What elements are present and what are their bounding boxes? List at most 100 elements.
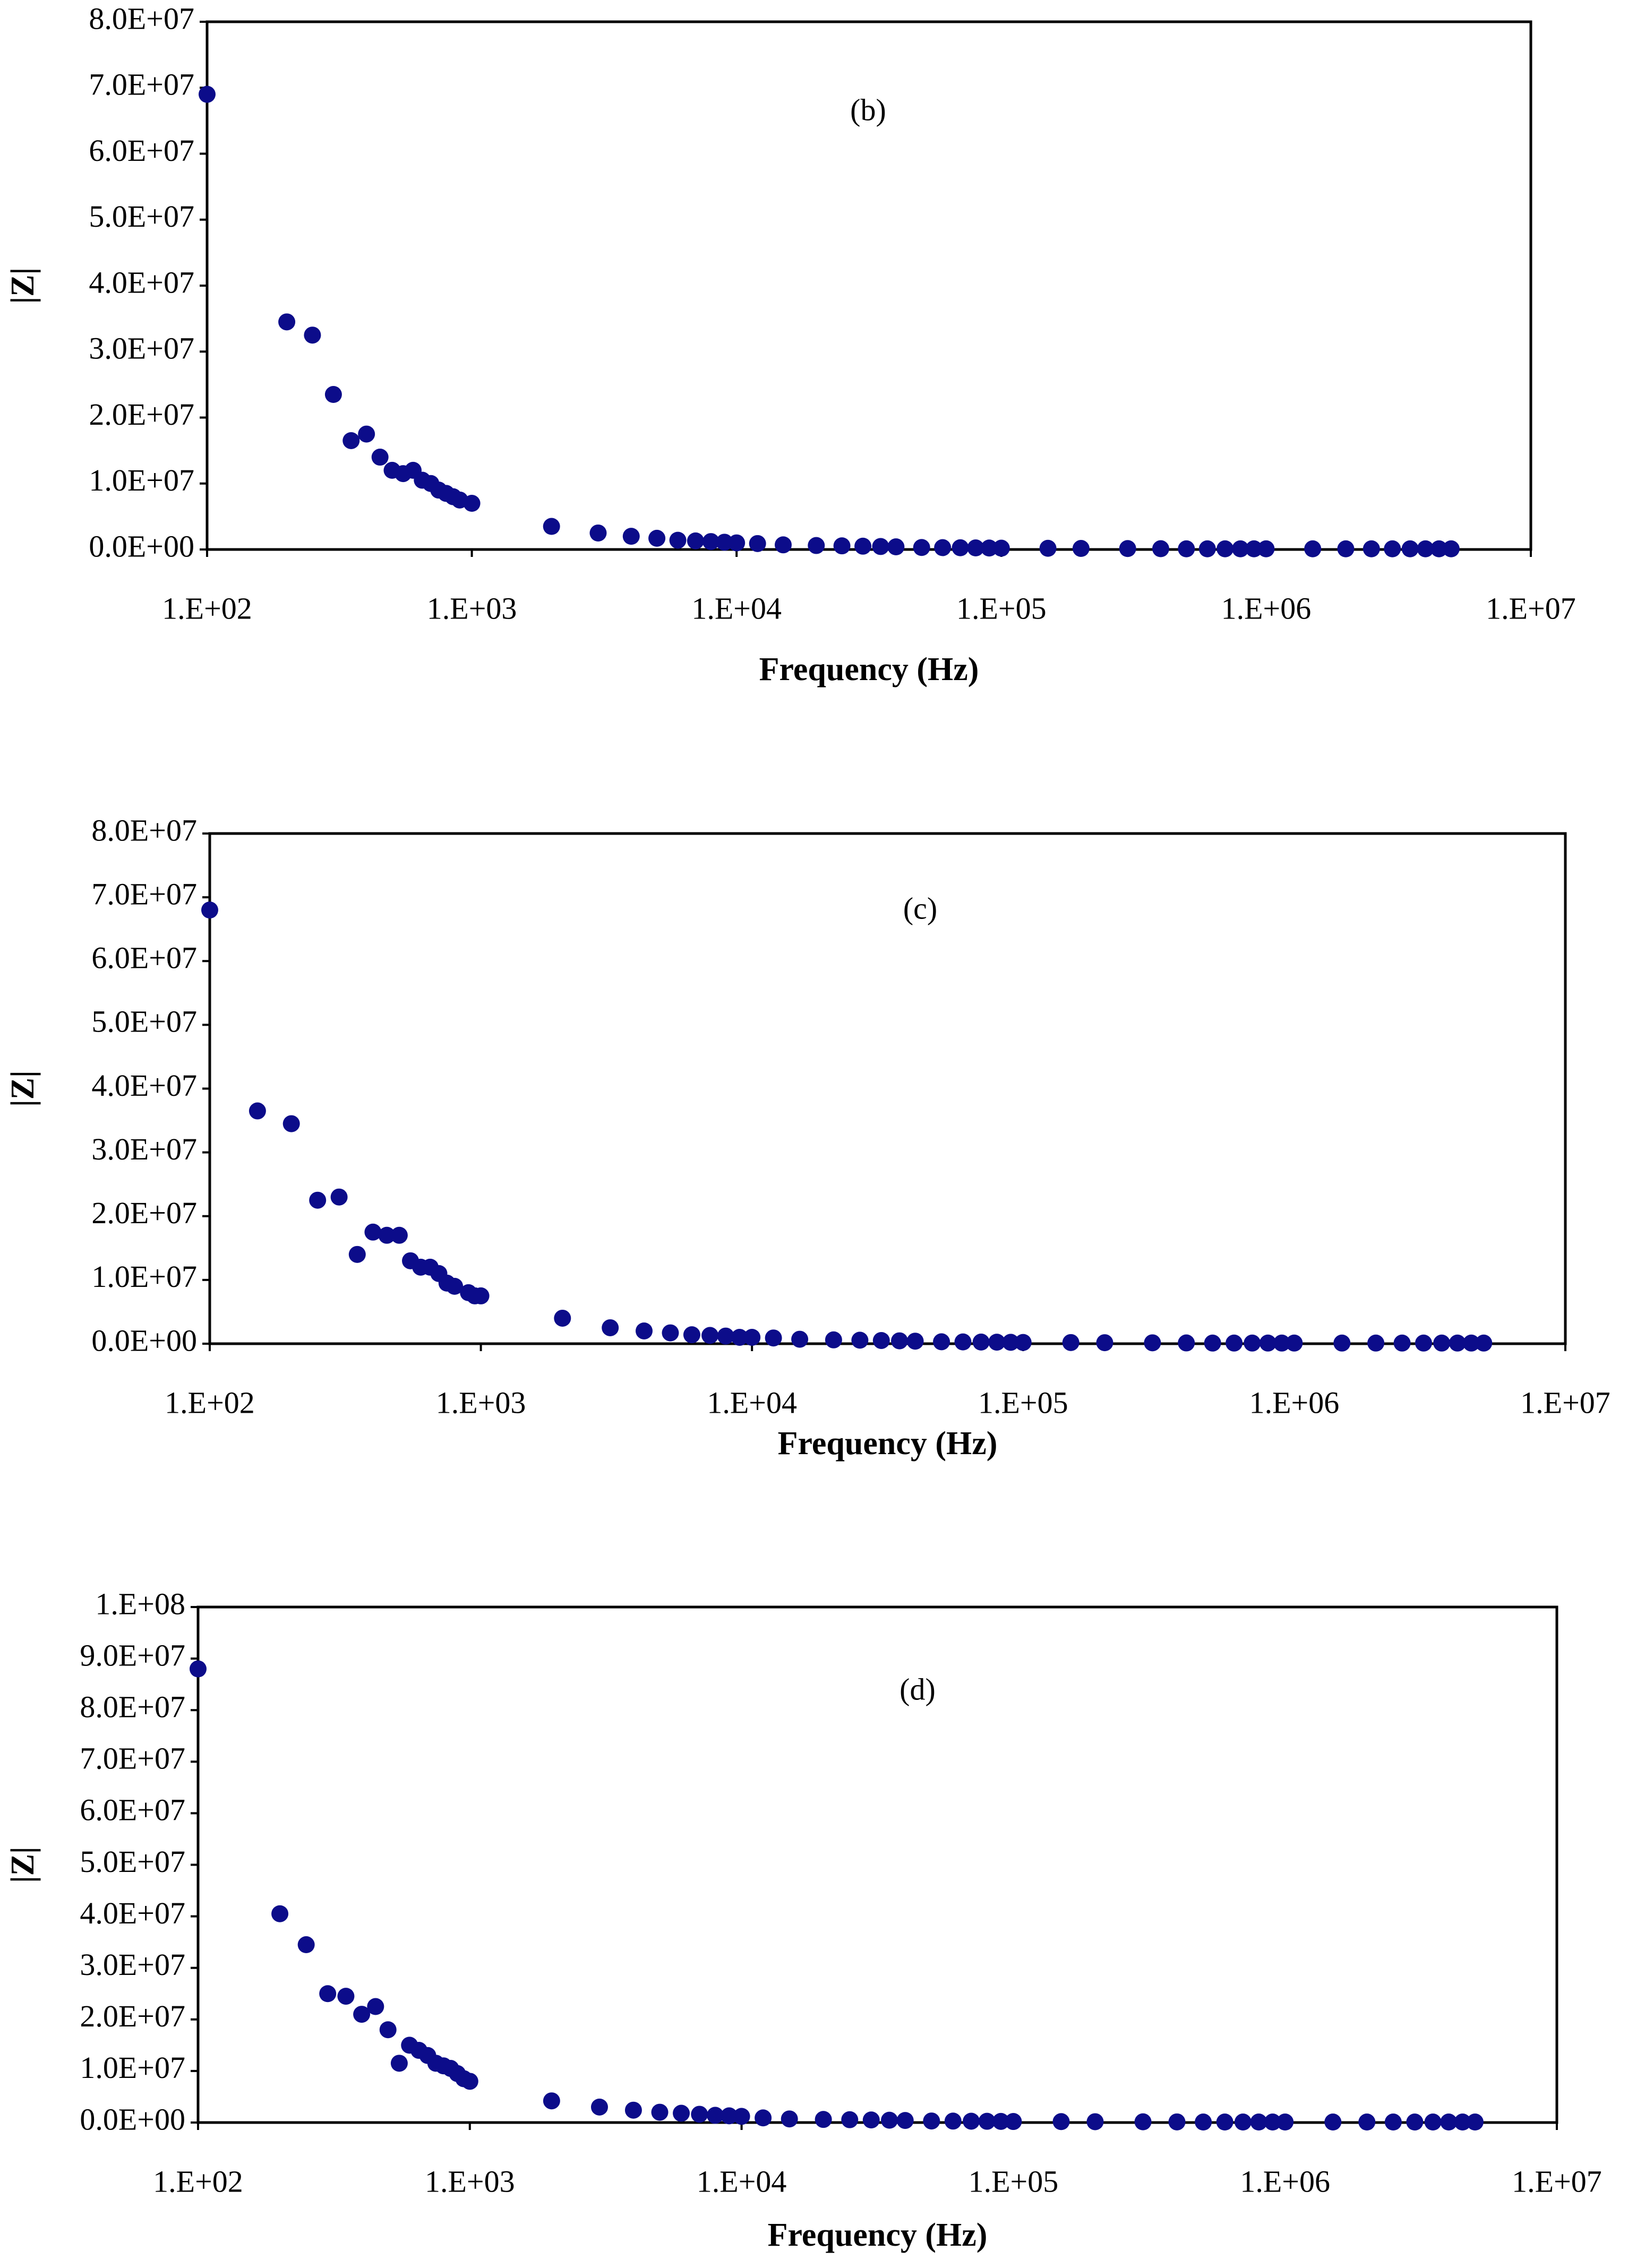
data-point (190, 1660, 207, 1678)
y-tick-label: 2.0E+07 (91, 1196, 197, 1230)
data-point (461, 2073, 478, 2090)
y-tick-label: 1.0E+07 (80, 2050, 185, 2085)
data-point (330, 1188, 348, 1206)
data-point (1333, 1334, 1351, 1352)
data-point (554, 1309, 571, 1327)
data-point (364, 1223, 382, 1241)
data-point (808, 537, 825, 554)
data-point (728, 534, 746, 552)
data-point (1273, 1334, 1291, 1352)
data-point (992, 539, 1010, 557)
data-point (1384, 540, 1401, 557)
data-point (872, 1331, 890, 1349)
y-tick-label: 2.0E+07 (80, 1999, 185, 2033)
data-point (309, 1191, 327, 1209)
data-point (622, 528, 640, 545)
data-point (952, 539, 969, 556)
data-point (1005, 2113, 1022, 2130)
data-point (1178, 540, 1195, 557)
x-tick-label: 1.E+04 (697, 2164, 787, 2198)
y-axis-label: |Z| (5, 1070, 41, 1107)
data-point (1216, 2114, 1233, 2131)
y-tick-label: 0.0E+00 (80, 2102, 185, 2136)
data-point (1430, 540, 1448, 557)
y-tick-label: 6.0E+07 (80, 1793, 185, 1827)
data-point (1234, 2114, 1252, 2131)
data-point (589, 524, 607, 542)
y-tick-label: 7.0E+07 (91, 877, 197, 911)
x-tick-label: 1.E+07 (1520, 1385, 1610, 1420)
data-point (1226, 1334, 1243, 1352)
y-tick-label: 1.0E+07 (91, 1259, 197, 1294)
data-point (1052, 2113, 1070, 2130)
data-point (662, 1324, 679, 1342)
data-point (636, 1322, 653, 1339)
y-tick-label: 1.0E+07 (89, 463, 194, 497)
x-tick-label: 1.E+06 (1221, 591, 1312, 625)
y-tick-label: 2.0E+07 (89, 397, 194, 432)
y-tick-label: 4.0E+07 (89, 265, 194, 299)
data-point (1002, 1334, 1019, 1351)
data-point (624, 2101, 642, 2119)
data-point (353, 2006, 371, 2023)
data-point (1216, 540, 1234, 557)
data-point (972, 1333, 990, 1351)
data-point (1264, 2114, 1281, 2131)
annotation: (b) (850, 92, 886, 127)
data-point (337, 1988, 355, 2005)
data-point (980, 539, 998, 557)
data-point (1475, 1334, 1493, 1352)
data-point (1257, 540, 1275, 557)
y-tick-label: 8.0E+07 (89, 1, 194, 36)
y-tick-label: 3.0E+07 (89, 331, 194, 366)
y-tick-label: 0.0E+00 (89, 529, 194, 563)
x-tick-label: 1.E+03 (425, 2164, 515, 2198)
y-tick-label: 6.0E+07 (89, 133, 194, 168)
data-point (851, 1331, 869, 1349)
data-point (390, 1226, 408, 1244)
data-point (743, 1328, 761, 1346)
x-tick-label: 1.E+07 (1512, 2164, 1602, 2198)
data-point (862, 2111, 880, 2129)
data-point (716, 534, 733, 551)
data-point (446, 1277, 464, 1295)
x-tick-label: 1.E+05 (956, 591, 1047, 625)
data-point (992, 2112, 1009, 2130)
x-axis-label: Frequency (Hz) (759, 651, 979, 688)
data-point (896, 2112, 914, 2129)
data-point (297, 1936, 315, 1954)
data-point (1232, 540, 1249, 557)
y-axis-label: |Z| (5, 268, 41, 304)
data-point (765, 1329, 782, 1347)
data-point (881, 2111, 898, 2129)
data-point (891, 1332, 909, 1350)
data-point (933, 1333, 950, 1351)
x-tick-label: 1.E+03 (436, 1385, 526, 1420)
x-tick-label: 1.E+03 (427, 591, 517, 625)
data-point (543, 518, 560, 535)
data-point (1433, 1334, 1451, 1352)
y-tick-label: 6.0E+07 (91, 941, 197, 975)
data-point (1384, 2114, 1402, 2131)
data-point (673, 2104, 690, 2122)
data-point (1096, 1334, 1113, 1352)
y-tick-label: 9.0E+07 (80, 1638, 185, 1672)
data-point (367, 1998, 384, 2015)
x-tick-label: 1.E+06 (1240, 2164, 1330, 2198)
data-point (1062, 1334, 1079, 1351)
data-point (1466, 2114, 1484, 2131)
data-point (1039, 539, 1057, 557)
data-point (687, 532, 704, 549)
data-point (683, 1326, 700, 1344)
y-tick-label: 8.0E+07 (91, 813, 197, 847)
data-point (781, 2110, 798, 2128)
data-point (1417, 540, 1434, 557)
data-point (358, 425, 375, 443)
data-point (887, 538, 905, 556)
data-point (1367, 1334, 1385, 1352)
data-point (1363, 540, 1380, 557)
data-point (1304, 540, 1322, 557)
data-point (324, 386, 342, 403)
data-point (1276, 2114, 1294, 2131)
